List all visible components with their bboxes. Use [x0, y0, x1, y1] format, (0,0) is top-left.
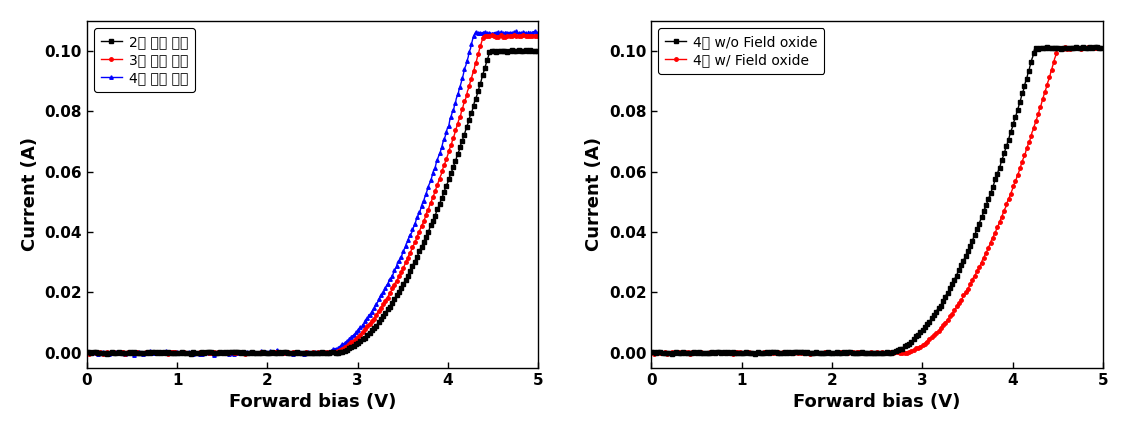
- 3차 측정 결과: [532, 33, 545, 38]
- 3차 측정 결과: [347, 339, 360, 344]
- 4차 w/o Field oxide: [986, 187, 999, 192]
- 2차 측정 결과: [196, 349, 210, 355]
- 4차 측정 결과: [421, 186, 435, 191]
- Line: 2차 측정 결과: 2차 측정 결과: [85, 48, 540, 356]
- Y-axis label: Current (A): Current (A): [20, 137, 38, 251]
- 4차 w/o Field oxide: [761, 349, 774, 355]
- 4차 w/ Field oxide: [660, 352, 674, 357]
- 4차 w/o Field oxide: [911, 333, 925, 338]
- X-axis label: Forward bias (V): Forward bias (V): [229, 393, 396, 411]
- 4차 w/o Field oxide: [645, 349, 658, 355]
- 2차 측정 결과: [421, 231, 435, 236]
- 4차 w/ Field oxide: [725, 350, 738, 355]
- 4차 측정 결과: [196, 350, 210, 355]
- 4차 w/ Field oxide: [986, 237, 999, 242]
- Y-axis label: Current (A): Current (A): [585, 137, 603, 251]
- 4차 w/ Field oxide: [1085, 44, 1099, 50]
- 3차 측정 결과: [383, 292, 396, 297]
- 3차 측정 결과: [160, 350, 174, 355]
- Line: 4차 측정 결과: 4차 측정 결과: [85, 29, 540, 356]
- 4차 측정 결과: [347, 332, 360, 337]
- Line: 3차 측정 결과: 3차 측정 결과: [85, 33, 540, 356]
- 2차 측정 결과: [383, 305, 396, 310]
- X-axis label: Forward bias (V): Forward bias (V): [794, 393, 961, 411]
- 4차 측정 결과: [509, 29, 523, 34]
- 4차 측정 결과: [160, 351, 174, 356]
- 3차 측정 결과: [80, 349, 94, 355]
- 3차 측정 결과: [96, 352, 110, 357]
- 4차 w/ Field oxide: [645, 349, 658, 355]
- 4차 w/ Field oxide: [947, 309, 961, 314]
- 3차 측정 결과: [196, 350, 210, 356]
- 2차 측정 결과: [532, 48, 545, 54]
- Legend: 2차 측정 결과, 3차 측정 결과, 4차 측정 결과: 2차 측정 결과, 3차 측정 결과, 4차 측정 결과: [94, 28, 195, 92]
- 2차 측정 결과: [285, 349, 298, 355]
- 4차 w/ Field oxide: [761, 350, 774, 356]
- 2차 측정 결과: [290, 351, 304, 356]
- 4차 측정 결과: [532, 31, 545, 36]
- 4차 측정 결과: [80, 350, 94, 356]
- 2차 측정 결과: [505, 47, 518, 52]
- 4차 w/o Field oxide: [947, 278, 961, 283]
- 4차 측정 결과: [383, 277, 396, 283]
- 4차 w/o Field oxide: [849, 349, 863, 355]
- Legend: 4차 w/o Field oxide, 4차 w/ Field oxide: 4차 w/o Field oxide, 4차 w/ Field oxide: [658, 28, 824, 74]
- 4차 측정 결과: [128, 352, 141, 357]
- 4차 w/o Field oxide: [855, 351, 868, 356]
- 3차 측정 결과: [520, 32, 534, 38]
- Line: 4차 w/ Field oxide: 4차 w/ Field oxide: [649, 45, 1104, 356]
- 4차 w/o Field oxide: [1069, 44, 1083, 49]
- 4차 w/o Field oxide: [1096, 45, 1110, 51]
- 2차 측정 결과: [347, 343, 360, 349]
- 4차 w/o Field oxide: [725, 349, 738, 355]
- 2차 측정 결과: [80, 349, 94, 355]
- Line: 4차 w/o Field oxide: 4차 w/o Field oxide: [649, 45, 1104, 356]
- 4차 w/ Field oxide: [850, 350, 864, 356]
- 4차 w/ Field oxide: [1096, 45, 1110, 50]
- 4차 w/ Field oxide: [911, 346, 925, 351]
- 3차 측정 결과: [286, 350, 299, 356]
- 3차 측정 결과: [421, 208, 435, 213]
- 2차 측정 결과: [160, 349, 174, 355]
- 4차 측정 결과: [286, 350, 299, 356]
